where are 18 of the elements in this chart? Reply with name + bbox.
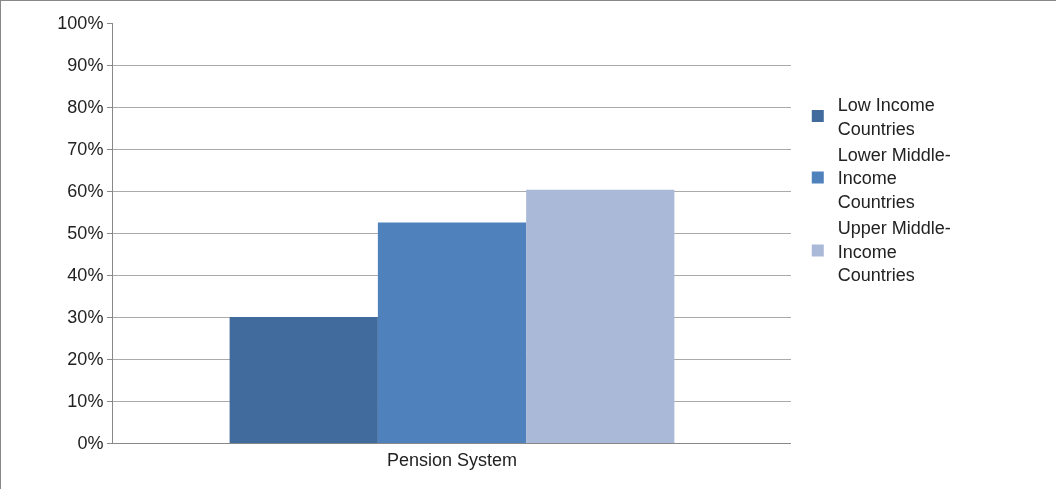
y-tick-label: 100% [57, 13, 104, 34]
bar [377, 222, 527, 443]
legend-label: Lower Middle-Income Countries [837, 145, 951, 212]
y-tick-label: 10% [67, 391, 104, 412]
y-tick-label: 70% [67, 139, 104, 160]
bar [229, 317, 378, 443]
y-tick-label: 0% [77, 433, 104, 454]
y-tick-label: 90% [67, 55, 104, 76]
legend-label: Low Income Countries [837, 95, 935, 139]
y-tick-label: 40% [67, 265, 104, 286]
legend-label: Upper Middle-Income Countries [837, 218, 951, 286]
y-tick-label: 20% [67, 349, 104, 370]
y-tick-label: 50% [67, 223, 104, 244]
x-tick-label: Pension System [386, 449, 518, 470]
y-tick-label: 80% [67, 97, 104, 118]
y-tick-label: 30% [67, 307, 104, 328]
y-tick-label: 60% [67, 181, 104, 202]
bar [526, 189, 675, 443]
